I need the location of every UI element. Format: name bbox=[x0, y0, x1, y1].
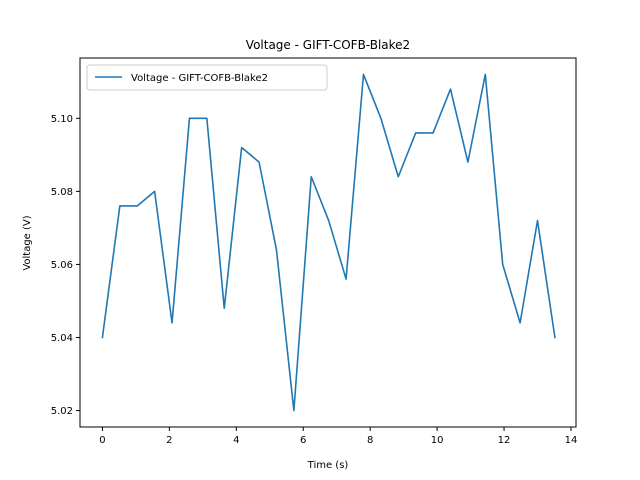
x-tick-label: 0 bbox=[99, 435, 105, 446]
x-tick-label: 6 bbox=[300, 435, 306, 446]
axes-frame bbox=[79, 57, 577, 428]
x-axis-label: Time (s) bbox=[307, 460, 349, 471]
y-tick-label: 5.04 bbox=[51, 333, 73, 344]
y-tick-label: 5.02 bbox=[51, 406, 73, 417]
plot-area bbox=[101, 73, 556, 412]
x-tick-label: 4 bbox=[233, 435, 239, 446]
voltage-series-line bbox=[101, 73, 556, 412]
y-axis-label: Voltage (V) bbox=[22, 215, 33, 270]
x-tick-label: 14 bbox=[565, 435, 578, 446]
x-axis: 0 2 4 6 8 10 12 14 bbox=[99, 427, 577, 446]
y-tick-label: 5.08 bbox=[51, 187, 73, 198]
x-tick-label: 10 bbox=[431, 435, 444, 446]
legend-entry-label: Voltage - GIFT-COFB-Blake2 bbox=[131, 73, 268, 84]
y-tick-label: 5.06 bbox=[51, 260, 73, 271]
x-tick-label: 2 bbox=[166, 435, 172, 446]
x-tick-label: 8 bbox=[367, 435, 373, 446]
y-axis: 5.02 5.04 5.06 5.08 5.10 bbox=[51, 114, 80, 417]
legend-box bbox=[86, 64, 328, 91]
chart-title: Voltage - GIFT-COFB-Blake2 bbox=[246, 38, 410, 52]
y-tick-label: 5.10 bbox=[51, 114, 73, 125]
x-tick-label: 12 bbox=[498, 435, 511, 446]
legend: Voltage - GIFT-COFB-Blake2 bbox=[86, 64, 328, 91]
